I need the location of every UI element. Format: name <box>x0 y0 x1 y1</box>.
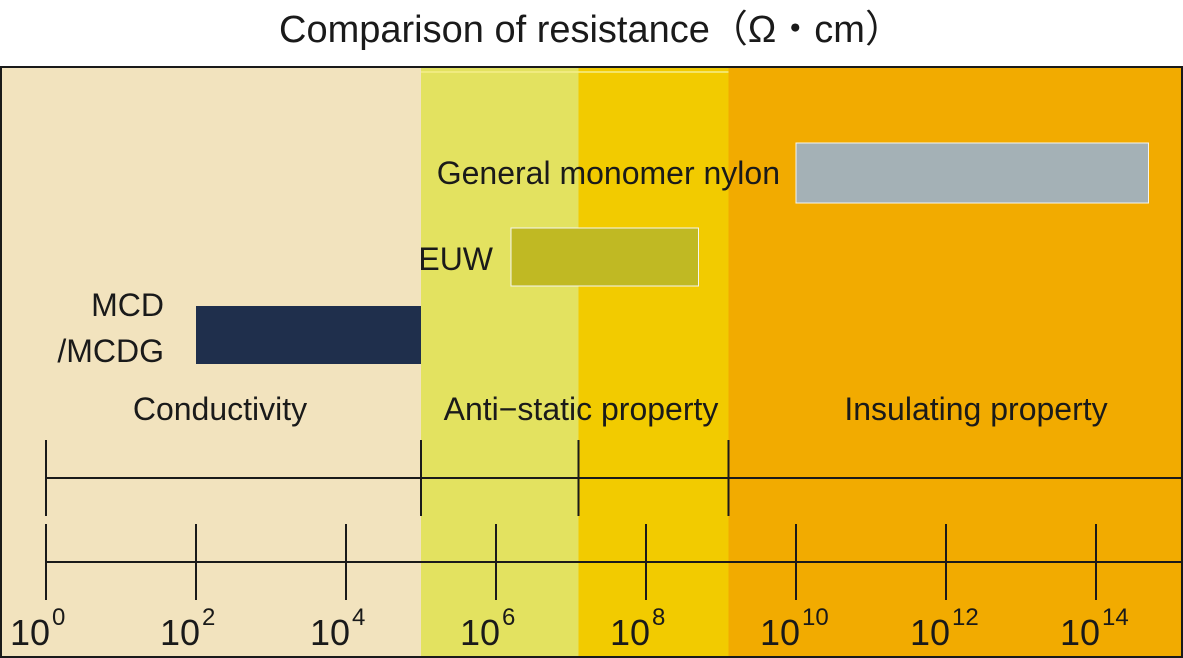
bar-label-line: /MCDG <box>57 333 164 369</box>
bar-label: EUW <box>418 241 493 277</box>
region-antistatic-low-bg <box>421 68 579 656</box>
bar-label: General monomer nylon <box>437 155 780 191</box>
tick-label: 10 <box>610 612 650 653</box>
tick-label-exponent: 0 <box>52 604 65 631</box>
bar-mcd-mcdg <box>196 306 421 364</box>
tick-label-exponent: 10 <box>802 604 829 631</box>
tick-label: 10 <box>310 612 350 653</box>
tick-label: 10 <box>910 612 950 653</box>
chart-title: Comparison of resistance（Ω・cm） <box>279 9 903 51</box>
tick-label: 10 <box>760 612 800 653</box>
region-labels: Conductivity Anti−static property Insulati… <box>133 391 1108 427</box>
axes: 10 0 10 2 10 4 10 6 10 8 10 10 10 12 10 14 <box>10 440 1181 653</box>
tick-label-exponent: 14 <box>1102 604 1129 631</box>
tick-label: 10 <box>10 612 50 653</box>
tick-label-exponent: 4 <box>352 604 365 631</box>
tick-label: 10 <box>1060 612 1100 653</box>
tick-label-exponent: 2 <box>202 604 215 631</box>
bar-label-line: MCD <box>91 287 164 323</box>
region-antistatic-high-bg <box>578 68 729 656</box>
bar-general-monomer-nylon <box>795 142 1149 204</box>
bar-euw <box>510 227 699 287</box>
region-label: Insulating property <box>844 391 1107 427</box>
bars: General monomer nylon EUW MCD/MCDG <box>57 142 1149 369</box>
tick-label-exponent: 8 <box>652 604 665 631</box>
tick-label-exponent: 12 <box>952 604 979 631</box>
region-label: Anti−static property <box>444 391 719 427</box>
tick-label: 10 <box>160 612 200 653</box>
region-label: Conductivity <box>133 391 307 427</box>
tick-label-exponent: 6 <box>502 604 515 631</box>
tick-label: 10 <box>460 612 500 653</box>
plot-frame <box>0 66 1183 658</box>
